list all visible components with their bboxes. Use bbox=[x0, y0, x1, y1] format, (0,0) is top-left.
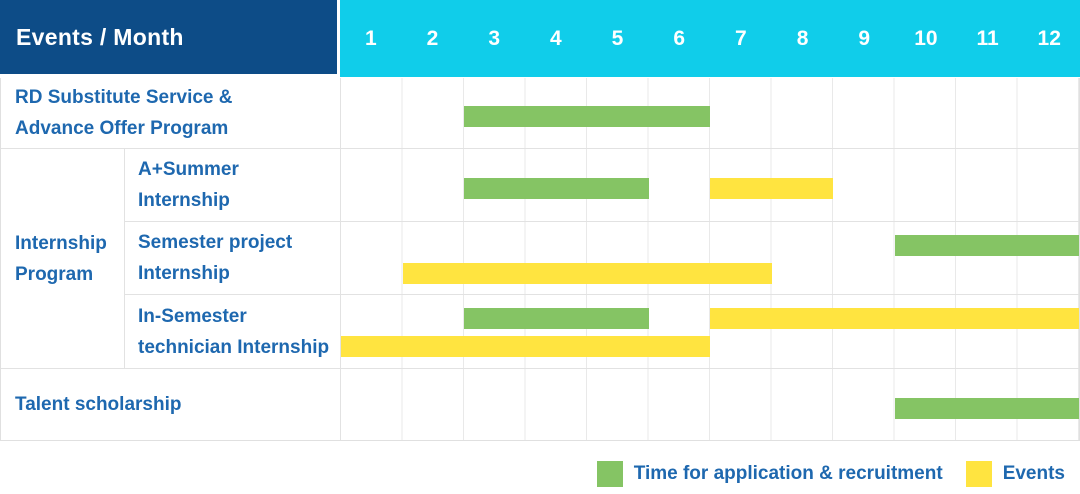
row-label-a-plus-summer-internship-line: Internship bbox=[138, 189, 230, 211]
gantt-bar-yellow bbox=[341, 336, 710, 358]
row-chart-talent-scholarship bbox=[341, 369, 1079, 440]
month-header-cell-1: 1 bbox=[364, 26, 377, 50]
gantt-bar-yellow bbox=[710, 308, 1079, 330]
legend: Time for application & recruitment Events bbox=[574, 459, 1065, 489]
month-header-cell-10: 10 bbox=[914, 26, 938, 50]
row-label-a-plus-summer-internship-line: A+Summer bbox=[138, 158, 239, 180]
row-chart-in-semester-technician-internship bbox=[341, 295, 1079, 369]
group-label-internship-program-line: Internship bbox=[15, 232, 107, 254]
legend-label-green: Time for application & recruitment bbox=[633, 463, 943, 484]
table-row-rd-substitute-service-advance-offer-program: RD Substitute Service & Advance Offer Pro… bbox=[1, 78, 1079, 148]
row-label-semester-project-internship-line: Semester project bbox=[138, 232, 293, 253]
row-chart-rd-substitute-service-advance-offer-program bbox=[341, 78, 1079, 148]
group-subrows-internship-program: A+Summer Internship Semester project Intern… bbox=[125, 149, 1079, 369]
month-header-strip: 1 2 3 4 5 6 7 8 9 10 11 12 bbox=[340, 0, 1080, 77]
row-label-in-semester-technician-internship-line: In-Semester bbox=[138, 305, 247, 327]
legend-item-green: Time for application & recruitment bbox=[596, 461, 943, 487]
row-label-rd-substitute-service-advance-offer-program: RD Substitute Service & Advance Offer Pro… bbox=[1, 78, 341, 148]
row-chart-a-plus-summer-internship bbox=[341, 149, 1079, 221]
month-header-cell-6: 6 bbox=[673, 26, 686, 50]
row-chart-semester-project-internship bbox=[341, 221, 1079, 295]
legend-label-yellow: Events bbox=[1002, 463, 1065, 484]
table-subrow-semester-project-internship: Semester project Internship bbox=[125, 220, 1079, 295]
schedule-table-body: RD Substitute Service & Advance Offer Pro… bbox=[0, 78, 1080, 441]
month-header-cell-3: 3 bbox=[488, 26, 501, 50]
gantt-bar-green bbox=[464, 308, 649, 330]
table-row-group-internship-program: Internship Program A+Summer Internship Semes… bbox=[1, 148, 1079, 369]
gantt-bar-green bbox=[464, 177, 649, 199]
gantt-bar-green bbox=[894, 397, 1079, 419]
gantt-bar-yellow bbox=[710, 177, 833, 199]
row-label-semester-project-internship-line: Internship bbox=[138, 263, 230, 284]
gantt-bar-green bbox=[894, 234, 1079, 256]
gantt-bar-green bbox=[464, 106, 710, 127]
month-header-cell-2: 2 bbox=[426, 26, 439, 50]
table-header-row: Events / Month 1 2 3 4 5 6 7 8 9 10 11 12 bbox=[0, 0, 1080, 77]
table-subrow-a-plus-summer-internship: A+Summer Internship bbox=[125, 149, 1079, 221]
legend-item-yellow: Events bbox=[965, 461, 1065, 487]
month-header-cell-9: 9 bbox=[858, 26, 871, 50]
gantt-bar-yellow bbox=[402, 262, 772, 284]
month-header-cell-8: 8 bbox=[796, 26, 809, 50]
group-label-internship-program: Internship Program bbox=[1, 149, 125, 368]
legend-marker-green bbox=[596, 461, 623, 487]
row-label-rd-substitute-service-advance-offer-program-line: RD Substitute Service & bbox=[15, 87, 233, 108]
month-header-cell-12: 12 bbox=[1037, 26, 1061, 50]
month-header-cell-4: 4 bbox=[550, 26, 562, 50]
legend-marker-yellow bbox=[965, 461, 992, 487]
group-label-internship-program-line: Program bbox=[15, 263, 94, 285]
row-label-talent-scholarship: Talent scholarship bbox=[1, 369, 341, 440]
month-header-cell-5: 5 bbox=[611, 26, 624, 50]
row-label-in-semester-technician-internship-line: technician Internship bbox=[138, 336, 330, 358]
row-label-a-plus-summer-internship: A+Summer Internship bbox=[125, 149, 341, 221]
table-subrow-in-semester-technician-internship: In-Semester technician Internship bbox=[125, 294, 1079, 369]
row-label-semester-project-internship: Semester project Internship bbox=[125, 221, 341, 295]
row-label-in-semester-technician-internship: In-Semester technician Internship bbox=[125, 295, 341, 369]
month-header-cell-7: 7 bbox=[735, 26, 747, 50]
month-header-cell-11: 11 bbox=[976, 26, 999, 50]
events-month-header-title: Events / Month bbox=[0, 0, 337, 74]
row-label-talent-scholarship-line: Talent scholarship bbox=[15, 394, 182, 415]
row-label-rd-substitute-service-advance-offer-program-line: Advance Offer Program bbox=[15, 118, 229, 139]
table-row-talent-scholarship: Talent scholarship bbox=[1, 368, 1079, 440]
